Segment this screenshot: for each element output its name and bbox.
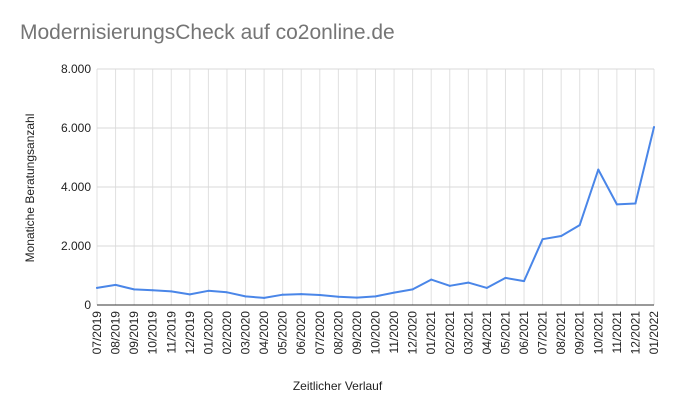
data-point: [96, 286, 98, 289]
x-tick-label: 08/2019: [109, 311, 123, 355]
x-tick-label: 07/2021: [536, 311, 550, 355]
x-tick-label: 01/2021: [424, 311, 438, 355]
x-tick-label: 02/2020: [220, 311, 234, 355]
x-tick-label: 04/2021: [480, 311, 494, 355]
data-point: [225, 291, 228, 294]
chart-title: ModernisierungsCheck auf co2online.de: [20, 21, 395, 44]
y-tick-label: 6.000: [61, 121, 91, 135]
x-tick-label: 10/2020: [369, 311, 383, 355]
data-point: [393, 291, 396, 294]
x-tick-label: 07/2019: [90, 311, 104, 355]
data-point: [504, 276, 507, 279]
data-point: [207, 289, 210, 292]
data-point: [541, 238, 544, 241]
x-axis-label: Zeitlicher Verlauf: [292, 379, 383, 393]
data-point: [467, 281, 470, 284]
x-tick-label: 11/2020: [387, 311, 401, 354]
data-point: [244, 295, 247, 298]
y-tick-label: 8.000: [61, 62, 91, 76]
data-point: [318, 293, 321, 296]
y-tick-label: 0: [84, 298, 91, 312]
data-point: [578, 224, 581, 227]
data-point: [263, 296, 266, 299]
x-tick-label: 09/2020: [350, 311, 364, 355]
data-point: [634, 202, 637, 205]
data-point: [337, 295, 340, 298]
y-tick-label: 2.000: [61, 239, 91, 253]
y-axis-label: Monatiche Beratungsanzahl: [23, 113, 37, 263]
x-tick-label: 11/2021: [610, 311, 624, 354]
x-tick-label: 02/2021: [443, 311, 457, 355]
data-point: [653, 126, 655, 129]
x-tick-label: 09/2019: [127, 311, 141, 355]
x-tick-label: 05/2021: [498, 311, 512, 355]
x-tick-label: 12/2020: [406, 311, 420, 355]
data-point: [281, 293, 284, 296]
x-tick-label: 03/2021: [461, 311, 475, 355]
x-tick-label: 10/2021: [591, 311, 605, 355]
data-point: [133, 288, 136, 291]
data-point: [615, 203, 618, 206]
x-tick-label: 12/2019: [183, 311, 197, 355]
data-point: [300, 293, 303, 296]
x-tick-label: 08/2021: [554, 311, 568, 355]
data-point: [188, 293, 191, 296]
data-point: [560, 234, 563, 237]
x-tick-label: 09/2021: [573, 311, 587, 355]
data-point: [430, 278, 433, 281]
data-point: [523, 280, 526, 283]
y-tick-label: 4.000: [61, 180, 91, 194]
x-tick-label: 01/2020: [201, 311, 215, 355]
x-tick-label: 01/2022: [647, 311, 661, 355]
data-point: [114, 283, 117, 286]
data-point: [448, 284, 451, 287]
data-point: [485, 286, 488, 289]
x-tick-label: 07/2020: [313, 311, 327, 355]
x-tick-label: 05/2020: [276, 311, 290, 355]
x-tick-label: 06/2021: [517, 311, 531, 355]
x-tick-label: 12/2021: [628, 311, 642, 355]
x-tick-label: 08/2020: [331, 311, 345, 355]
x-tick-label: 04/2020: [257, 311, 271, 355]
data-point: [170, 290, 173, 293]
data-point: [597, 168, 600, 171]
data-point: [151, 289, 154, 292]
x-tick-label: 03/2020: [239, 311, 253, 355]
data-point: [374, 295, 377, 298]
x-tick-label: 10/2019: [146, 311, 160, 355]
x-tick-label: 11/2019: [164, 311, 178, 354]
data-point: [355, 296, 358, 299]
x-tick-label: 06/2020: [294, 311, 308, 355]
data-point: [411, 288, 414, 291]
